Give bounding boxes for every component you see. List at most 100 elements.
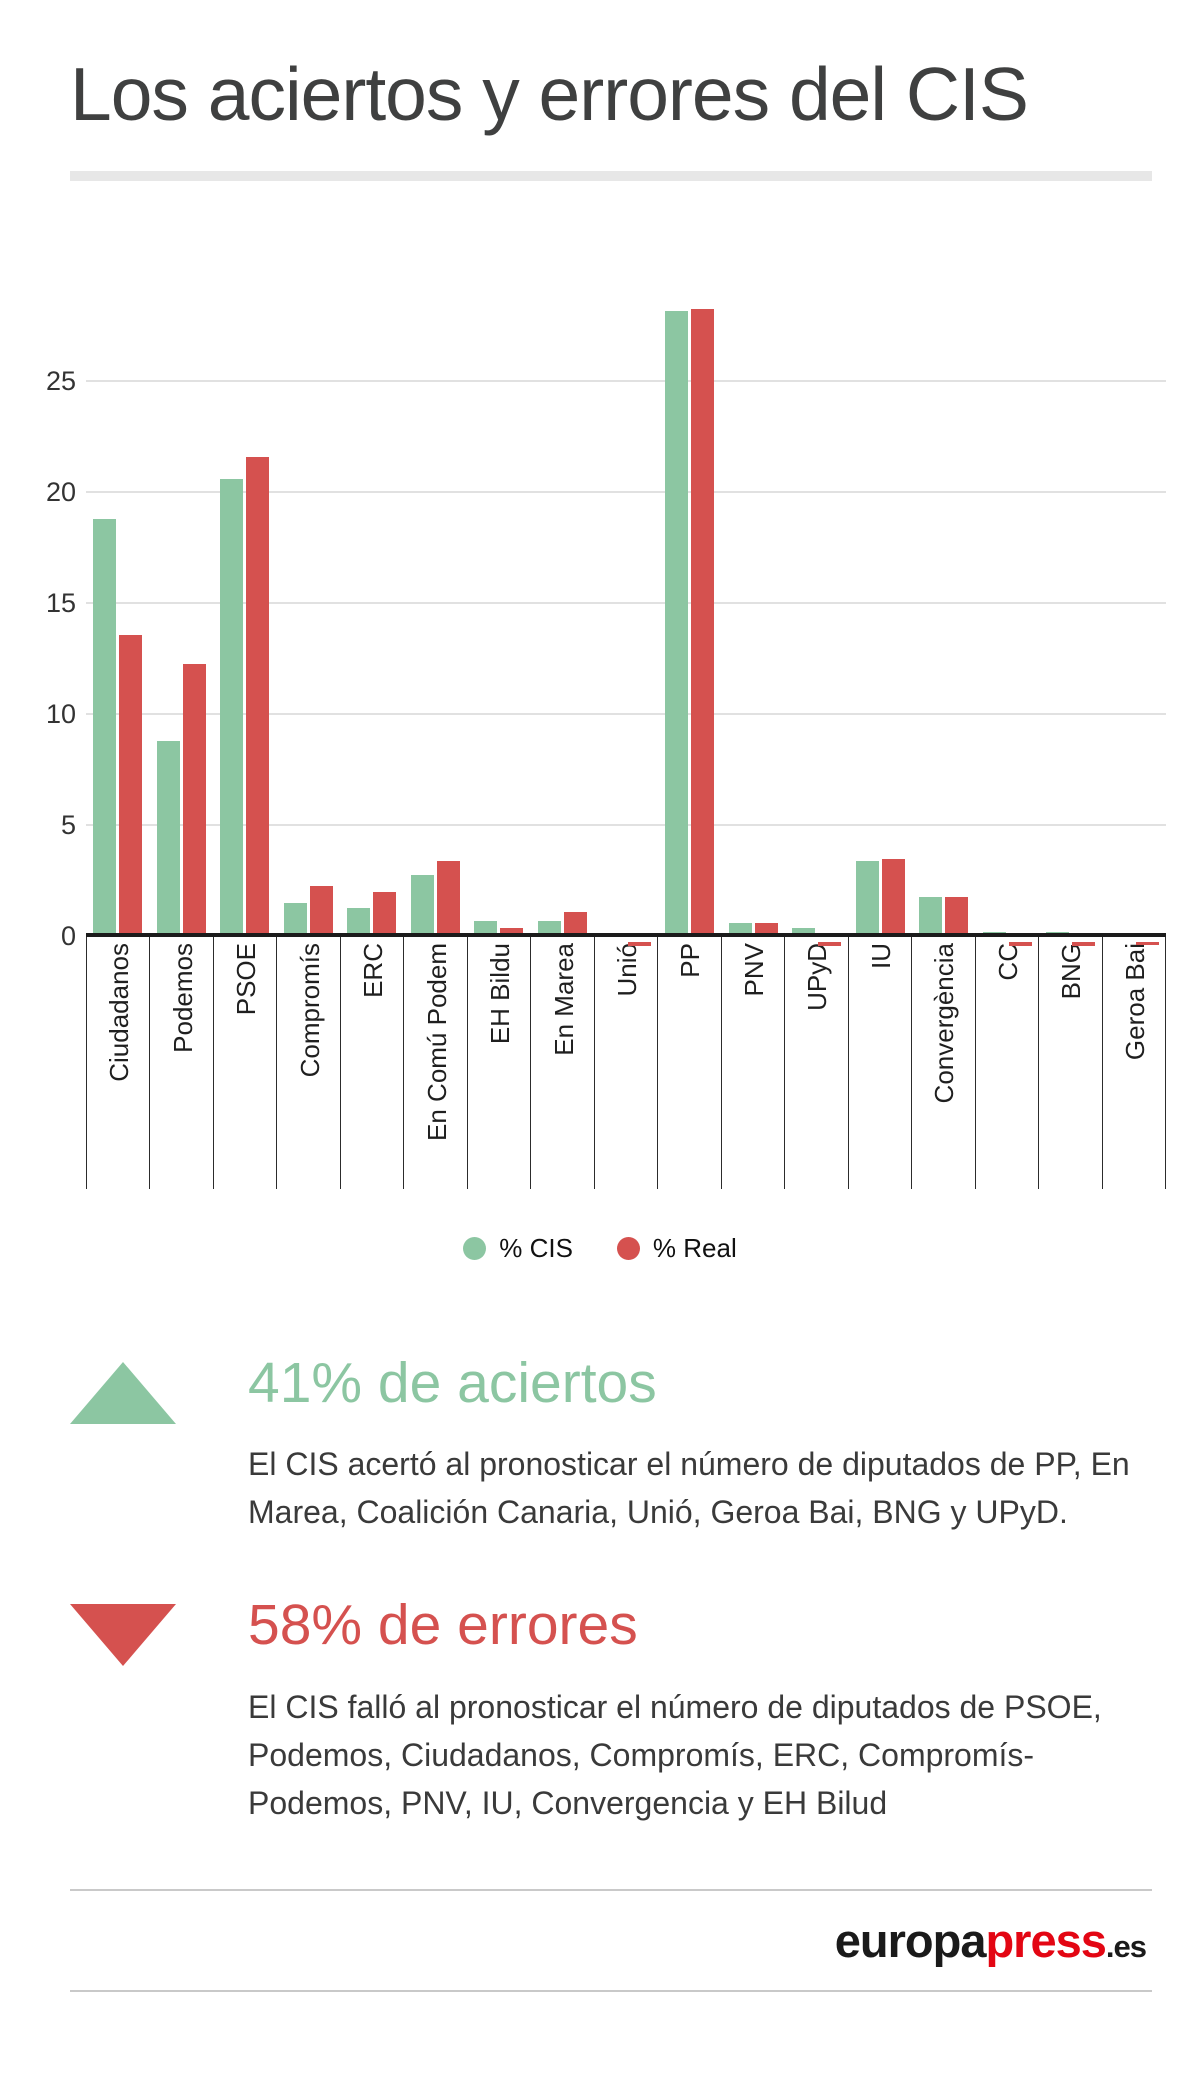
- cis-legend-dot-icon: [463, 1236, 487, 1260]
- bar-group: [785, 277, 849, 947]
- bar-cis: [220, 479, 244, 937]
- chart-y-axis: 0 5 10 15 20 25: [30, 277, 86, 951]
- x-label-cell: En Marea: [530, 936, 593, 1189]
- x-label-cell: Convergència: [911, 936, 974, 1189]
- category-label: Geroa Bai: [1119, 942, 1150, 1060]
- triangle-down-icon: [70, 1604, 176, 1667]
- aciertos-heading: 41% de aciertos: [248, 1350, 657, 1415]
- x-label-cell: ERC: [339, 936, 403, 1189]
- x-label-cell: Compromís: [276, 936, 339, 1189]
- bar-cis: [347, 907, 371, 937]
- x-label-cell: Geroa Bai: [1101, 936, 1166, 1189]
- category-label: En Comú Podem: [421, 942, 452, 1141]
- bar-group: [213, 277, 277, 937]
- bar-group: [404, 277, 468, 937]
- chart-legend: % CIS % Real: [0, 1233, 1200, 1264]
- bar-group: [1103, 277, 1167, 946]
- section-aciertos: 41% de aciertos El CIS acertó al pronost…: [70, 1352, 1150, 1537]
- category-label: Compromís: [294, 942, 325, 1078]
- brand-press: press: [985, 1914, 1106, 1968]
- bar-cis: [665, 310, 689, 937]
- y-tick-label: 15: [45, 587, 76, 618]
- gridline: [86, 379, 1166, 382]
- chart: 0 5 10 15 20 25: [30, 277, 1167, 951]
- bar-real: [691, 308, 715, 937]
- category-label: Unió: [611, 942, 642, 997]
- errores-icon-column: [70, 1594, 248, 1827]
- page-title: Los aciertos y errores del CIS: [70, 52, 1029, 136]
- x-label-cell: Podemos: [149, 936, 212, 1189]
- bar-cis: [93, 519, 117, 937]
- bar-group: [467, 277, 531, 937]
- bar-cis: [283, 903, 307, 937]
- gridline: [86, 601, 1166, 604]
- y-tick-label: 25: [45, 365, 76, 396]
- bar-group: [848, 277, 912, 937]
- x-label-cell: PP: [657, 936, 720, 1189]
- gridline: [86, 823, 1166, 826]
- bars-row: [86, 277, 1167, 947]
- title-divider: [70, 170, 1152, 181]
- bar-group: [277, 277, 341, 937]
- chart-plot: [86, 277, 1167, 947]
- category-label: Podemos: [167, 942, 198, 1053]
- gridline: [86, 490, 1166, 493]
- x-label-cell: Unió: [593, 936, 657, 1189]
- legend-item-cis: % CIS: [463, 1233, 573, 1264]
- legend-item-real: % Real: [616, 1232, 737, 1264]
- bar-cis: [792, 927, 816, 937]
- bar-real: [373, 892, 397, 937]
- bar-real: [119, 634, 143, 937]
- bar-group: [1039, 277, 1103, 947]
- bar-real: [881, 859, 905, 937]
- brand-europa: europa: [834, 1914, 987, 1968]
- aciertos-body-column: 41% de aciertos El CIS acertó al pronost…: [248, 1352, 1150, 1537]
- bar-real: [246, 457, 270, 937]
- bar-real: [309, 885, 333, 937]
- bar-real: [436, 861, 460, 937]
- real-legend-dot-icon: [616, 1236, 640, 1260]
- y-tick-label: 20: [45, 476, 76, 507]
- y-tick-label: 0: [60, 920, 76, 951]
- bar-real: [945, 896, 969, 937]
- bar-real: [182, 663, 206, 937]
- errores-heading: 58% de errores: [248, 1593, 638, 1658]
- x-label-cell: UPyD: [784, 936, 847, 1189]
- gridline: [86, 712, 1166, 715]
- category-label: Convergència: [929, 942, 960, 1104]
- category-label: PP: [675, 942, 706, 978]
- category-label: PNV: [738, 942, 769, 997]
- bar-group: [531, 277, 595, 937]
- x-labels: Ciudadanos Podemos PSOE Compromís ERC En Comú…: [86, 936, 1166, 1189]
- bar-real: [500, 927, 524, 937]
- bar-group: [86, 277, 150, 937]
- category-label: En Marea: [548, 942, 579, 1056]
- bar-cis: [919, 896, 943, 937]
- x-label-cell: En Comú Podem: [403, 936, 466, 1189]
- bar-group: [594, 277, 658, 947]
- category-label: CC: [992, 942, 1023, 981]
- bar-real: [818, 941, 842, 947]
- bar-group: [721, 277, 785, 937]
- errores-text: El CIS falló al pronosticar el número de…: [248, 1689, 1102, 1822]
- bar-real: [1008, 941, 1032, 947]
- footer: europapress.es: [70, 1889, 1152, 1993]
- aciertos-icon-column: [70, 1352, 248, 1537]
- y-tick-label: 10: [45, 698, 76, 729]
- section-errores: 58% de errores El CIS falló al pronostic…: [70, 1594, 1150, 1827]
- x-axis-line: [86, 932, 1166, 937]
- x-label-cell: PNV: [720, 936, 784, 1189]
- bar-cis: [855, 861, 879, 937]
- category-label: IU: [865, 942, 896, 969]
- legend-label-real: % Real: [652, 1232, 737, 1263]
- x-label-cell: EH Bildu: [466, 936, 530, 1189]
- bar-group: [150, 277, 214, 937]
- x-label-cell: PSOE: [212, 936, 276, 1189]
- bar-real: [627, 941, 651, 947]
- bar-real: [1135, 941, 1159, 946]
- bar-group: [912, 277, 976, 937]
- category-label: PSOE: [231, 942, 262, 1015]
- legend-label-cis: % CIS: [499, 1232, 573, 1263]
- aciertos-text: El CIS acertó al pronosticar el número d…: [248, 1446, 1130, 1531]
- bar-cis: [156, 741, 180, 937]
